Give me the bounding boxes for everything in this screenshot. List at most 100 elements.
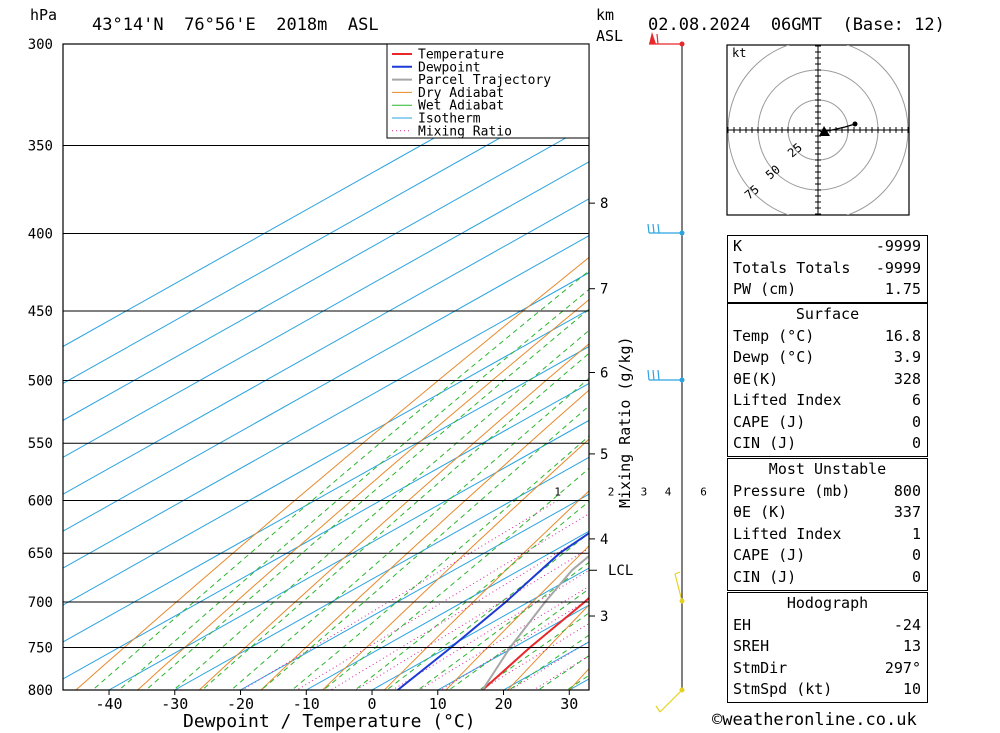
indices-label: K xyxy=(733,237,743,255)
most-unstable-row: Lifted Index 1 xyxy=(728,524,927,546)
mixing-ratio-label: 2 xyxy=(608,486,615,499)
wet-adiabat-line xyxy=(172,329,589,690)
hodograph-table-label: SREH xyxy=(733,637,770,655)
wet-adiabat-line xyxy=(145,308,589,690)
indices-label: PW (cm) xyxy=(733,280,797,298)
most-unstable-row: Pressure (mb) 800 xyxy=(728,481,927,503)
most-unstable-table: Most Unstable Pressure (mb) 800 θE (K) 337… xyxy=(727,458,928,591)
surface-label: θE(K) xyxy=(733,369,779,388)
surface-label: CAPE (J) xyxy=(733,412,806,431)
mixing-ratio-label: 1 xyxy=(554,486,561,499)
hodograph-table-row: StmDir 297° xyxy=(728,658,927,680)
dry-adiabat-line xyxy=(198,343,589,690)
pressure-tick-label: 600 xyxy=(28,494,53,510)
most-unstable-label: Pressure (mb) xyxy=(733,481,851,500)
mixing-ratio-line xyxy=(440,598,589,690)
dry-adiabat-line xyxy=(322,438,589,690)
x-tick-label: 30 xyxy=(560,695,578,713)
x-tick-label: -30 xyxy=(161,695,188,713)
mixing-ratio-label: 6 xyxy=(700,486,707,499)
pressure-tick-label: 300 xyxy=(28,37,53,53)
dry-adiabat-line xyxy=(940,0,1000,690)
indices-value: -9999 xyxy=(875,258,921,277)
isotherm-line xyxy=(63,198,589,495)
wind-barb-800 xyxy=(655,687,685,713)
surface-value: 328 xyxy=(893,369,921,388)
pressure-tick-label: 750 xyxy=(28,640,53,656)
isobars xyxy=(63,43,589,691)
surface-table: Surface Temp (°C) 16.8 Dewp (°C) 3.9 θE(K)… xyxy=(727,303,928,457)
surface-row: CAPE (J) 0 xyxy=(728,412,927,434)
hodograph-table-label: EH xyxy=(733,615,752,634)
mixing-ratio-label: 4 xyxy=(665,486,672,499)
hodograph-trace xyxy=(817,123,856,133)
x-tick-label: -20 xyxy=(227,695,254,713)
wet-adiabat-line xyxy=(478,612,589,690)
wet-adiabat-line xyxy=(260,405,589,690)
most-unstable-label: θE (K) xyxy=(733,503,788,521)
surface-row: Temp (°C) 16.8 xyxy=(728,326,927,348)
plot-frame xyxy=(62,43,590,691)
background-lines xyxy=(63,0,1000,690)
temperature-line xyxy=(481,596,589,690)
copyright-symbol: © xyxy=(712,710,723,730)
surface-value: 3.9 xyxy=(893,348,921,366)
isotherm-line xyxy=(63,161,589,458)
pressure-tick-label: 800 xyxy=(28,683,53,699)
surface-value: 0 xyxy=(911,412,921,431)
pressure-tick-label: 650 xyxy=(28,546,53,562)
most-unstable-row: θE (K) 337 xyxy=(728,502,927,524)
wet-adiabat-line xyxy=(230,377,589,690)
pressure-tick-label: 550 xyxy=(28,436,53,452)
height-tick-label: 7 xyxy=(600,282,608,298)
indices-table: K -9999 Totals Totals -9999 PW (cm) 1.75 xyxy=(727,235,928,303)
storm-motion-marker xyxy=(819,126,830,136)
isotherm-line xyxy=(174,456,589,690)
most-unstable-label: CIN (J) xyxy=(733,567,797,586)
surface-value: 16.8 xyxy=(884,326,921,345)
dry-adiabat-line xyxy=(75,256,589,690)
isotherm-line xyxy=(63,308,589,606)
wind-barb-300 xyxy=(649,32,685,47)
isotherm-line xyxy=(63,272,589,569)
indices-value: 1.75 xyxy=(884,280,921,298)
legend-label: Mixing Ratio xyxy=(418,124,512,139)
indices-row-totals: Totals Totals -9999 xyxy=(728,258,927,280)
surface-value: 0 xyxy=(911,434,921,452)
pressure-unit-label: hPa xyxy=(30,6,57,24)
wet-adiabat-line xyxy=(118,288,589,690)
most-unstable-row: CIN (J) 0 xyxy=(728,567,927,589)
height-tick-label: 3 xyxy=(600,609,608,625)
hodograph-table-value: 297° xyxy=(884,658,921,677)
isotherm-line xyxy=(306,530,589,690)
height-unit-label: km xyxy=(596,6,614,24)
dry-adiabat-line xyxy=(137,298,589,690)
isotherm-line xyxy=(108,419,589,690)
x-tick-label: 0 xyxy=(368,695,377,713)
mixing-ratio-axis-title: Mixing Ratio (g/kg) xyxy=(616,336,634,508)
most-unstable-value: 800 xyxy=(893,481,921,500)
pressure-tick-label: 350 xyxy=(28,139,53,155)
dry-adiabat-line xyxy=(260,389,589,690)
pressure-tick-label: 450 xyxy=(28,304,53,320)
pressure-tick-label: 500 xyxy=(28,373,53,389)
most-unstable-value: 1 xyxy=(911,524,921,543)
site-credit[interactable]: ©weatheronline.co.uk xyxy=(712,710,917,730)
indices-value: -9999 xyxy=(875,237,921,255)
hodograph-table-row: SREH 13 xyxy=(728,636,927,658)
most-unstable-label: Lifted Index xyxy=(733,524,842,543)
pressure-tick-label: 400 xyxy=(28,226,53,242)
hodograph-table-title: Hodograph xyxy=(786,594,869,612)
wind-barb-700 xyxy=(674,571,685,604)
indices-row-k: K -9999 xyxy=(728,236,927,258)
surface-row: Dewp (°C) 3.9 xyxy=(728,347,927,369)
dewpoint-line xyxy=(397,531,589,690)
dry-adiabat-line xyxy=(507,604,589,690)
wet-adiabat-line xyxy=(91,270,589,690)
location-title: 43°14'N 76°56'E 2018m ASL xyxy=(92,15,379,35)
legend-label: Dewpoint xyxy=(418,60,481,75)
most-unstable-row: CAPE (J) 0 xyxy=(728,545,927,567)
most-unstable-value: 337 xyxy=(893,503,921,521)
